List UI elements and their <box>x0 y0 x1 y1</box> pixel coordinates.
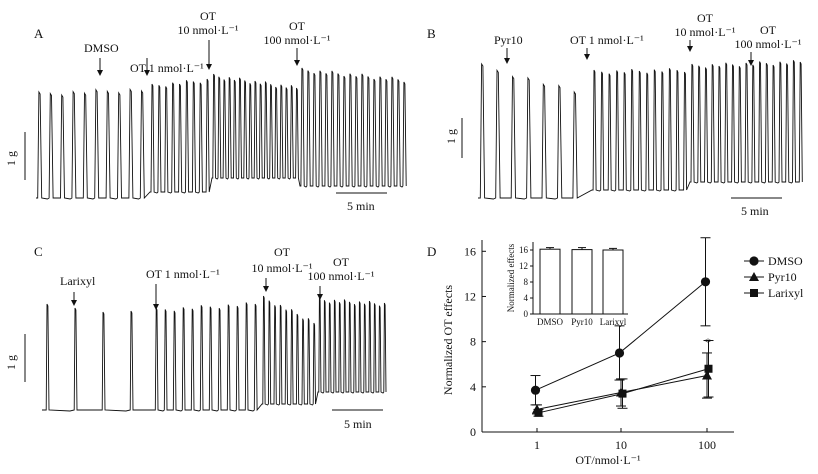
panel-c-annotation-ot100-line2: 100 nmol·L⁻¹ <box>308 269 375 283</box>
data-point-larixyl <box>618 389 627 398</box>
panel-c-annotation-ot1: OT 1 nmol·L⁻¹ <box>146 267 220 281</box>
inset-y-tick-label: 4 <box>524 293 529 303</box>
panel-c-annotation-ot100-line1: OT <box>333 255 350 269</box>
main-x-tick-label: 1 <box>534 438 540 452</box>
panel-d: D 0 4 8 12 16 1 10 100 OT/nmol·L⁻¹ Normalized OT … <box>427 237 804 467</box>
legend-marker-larixyl <box>750 289 758 297</box>
main-y-tick-label: 4 <box>470 380 476 394</box>
legend-label-larixyl: Larixyl <box>768 286 804 300</box>
panel-a-annotation-ot10-line2: 10 nmol·L⁻¹ <box>178 23 239 37</box>
panel-b-annotation-ot10-line1: OT <box>697 11 714 25</box>
main-y-tick-label: 8 <box>470 335 476 349</box>
panel-b-annotation-ot10-line2: 10 nmol·L⁻¹ <box>675 25 736 39</box>
main-y-axis-title: Normalized OT effects <box>441 285 455 396</box>
legend-label-dmso: DMSO <box>768 254 803 268</box>
panel-c-annotation-larixyl: Larixyl <box>60 274 96 288</box>
inset-y-tick-label: 12 <box>519 261 528 271</box>
panel-a-scale-y-label: 1 g <box>4 151 18 166</box>
panel-b: B Pyr10 OT 1 nmol·L⁻¹ OT 10 nmol·L⁻¹ OT … <box>427 11 803 218</box>
inset-y-axis-title: Normalized effects <box>506 243 516 312</box>
inset-y-tick-label: 8 <box>524 277 529 287</box>
panel-b-scale-x-label: 5 min <box>741 204 769 218</box>
panel-a-scale-x-label: 5 min <box>347 199 375 213</box>
inset-x-tick-label: DMSO <box>537 317 564 327</box>
main-y-tick-label: 16 <box>464 244 476 258</box>
data-point-pyr10 <box>702 370 712 380</box>
data-point-dmso <box>700 277 711 287</box>
main-x-tick-label: 10 <box>615 438 627 452</box>
panel-b-annotation-ot100-line2: 100 nmol·L⁻¹ <box>735 37 802 51</box>
significance-marker: * <box>705 335 711 349</box>
panel-a-annotation-ot10-line1: OT <box>200 9 217 23</box>
inset-bar-dmso <box>539 248 561 315</box>
panel-c-annotation-ot10-line2: 10 nmol·L⁻¹ <box>252 261 313 275</box>
main-x-axis-title: OT/nmol·L⁻¹ <box>575 453 641 467</box>
panel-a-annotation-ot100-line1: OT <box>289 19 306 33</box>
panel-a-trace <box>36 67 407 200</box>
panel-b-trace <box>478 60 803 200</box>
panel-c-scale-x-label: 5 min <box>344 417 372 431</box>
panel-c-trace <box>42 295 387 412</box>
panel-d-letter: D <box>427 244 436 259</box>
panel-b-letter: B <box>427 26 436 41</box>
panel-d-main-chart: 0 4 8 12 16 1 10 100 OT/nmol·L⁻¹ Normalized OT ef… <box>441 237 734 467</box>
panel-b-annotation-ot100-line1: OT <box>760 23 777 37</box>
panel-c-letter: C <box>34 244 43 259</box>
inset-x-tick-label: Pyr10 <box>571 317 593 327</box>
panel-c: C Larixyl OT 1 nmol·L⁻¹ OT 10 nmol·L⁻¹ O… <box>4 244 387 431</box>
main-y-tick-label: 0 <box>470 425 476 439</box>
panel-c-annotation-ot10-line1: OT <box>274 245 291 259</box>
inset-bar-larixyl <box>602 249 624 315</box>
inset-bar-pyr10 <box>571 249 593 315</box>
panel-a-annotation-dmso: DMSO <box>84 41 119 55</box>
inset-y-tick-label: 16 <box>519 245 529 255</box>
panel-b-scale-y-label: 1 g <box>444 129 458 144</box>
panel-c-arrows <box>71 278 323 310</box>
panel-a-arrows <box>97 40 300 76</box>
panel-a-letter: A <box>34 26 44 41</box>
main-y-tick-label: 12 <box>464 289 476 303</box>
inset-x-tick-label: Larixyl <box>600 317 627 327</box>
panel-c-scale-y-label: 1 g <box>4 355 18 370</box>
legend-marker-dmso <box>749 256 759 266</box>
panel-b-annotation-ot1: OT 1 nmol·L⁻¹ <box>570 33 644 47</box>
data-point-dmso <box>614 348 625 358</box>
panel-b-arrows <box>504 40 754 66</box>
inset-y-tick-label: 0 <box>524 309 529 319</box>
panel-d-legend: DMSO Pyr10 Larixyl <box>744 254 804 300</box>
panel-b-annotation-pyr10: Pyr10 <box>494 33 523 47</box>
data-point-larixyl <box>534 408 543 417</box>
main-x-tick-label: 100 <box>698 438 716 452</box>
panel-a: A DMSO OT 1 nmol·L⁻¹ OT 10 nmol·L⁻¹ OT 1… <box>4 9 407 213</box>
data-point-larixyl <box>704 364 713 373</box>
data-point-dmso <box>530 385 541 395</box>
panel-a-annotation-ot100-line2: 100 nmol·L⁻¹ <box>264 33 331 47</box>
legend-marker-pyr10 <box>749 272 759 281</box>
panel-a-annotation-ot1: OT 1 nmol·L⁻¹ <box>130 61 204 75</box>
legend-label-pyr10: Pyr10 <box>768 270 797 284</box>
